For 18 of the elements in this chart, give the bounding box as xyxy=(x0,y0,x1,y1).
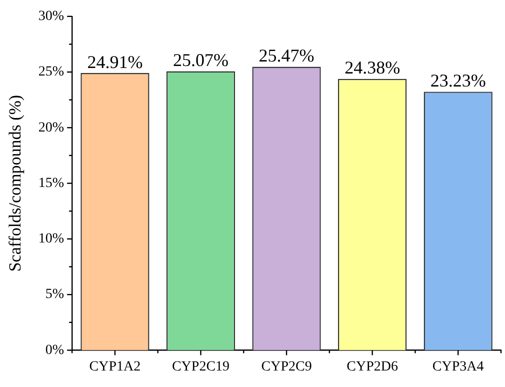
y-tick-label: 0% xyxy=(45,342,64,358)
x-tick-label: CYP2C9 xyxy=(261,359,312,374)
y-tick-label: 5% xyxy=(45,287,64,302)
x-tick-label: CYP2D6 xyxy=(346,359,398,374)
y-tick-label: 30% xyxy=(38,9,64,24)
x-tick-label: CYP2C19 xyxy=(172,359,230,374)
data-label: 25.47% xyxy=(258,46,314,66)
y-tick-label: 10% xyxy=(38,232,64,247)
data-label: 25.07% xyxy=(172,50,228,70)
x-tick-label: CYP1A2 xyxy=(89,359,141,374)
data-label: 23.23% xyxy=(430,70,486,90)
x-tick-label: CYP3A4 xyxy=(432,359,484,374)
data-label: 24.38% xyxy=(344,58,400,78)
y-axis-title: Scaffolds/compounds (%) xyxy=(6,94,25,272)
y-tick-label: 15% xyxy=(38,176,64,191)
y-tick-label: 20% xyxy=(38,120,64,136)
y-tick-label: 25% xyxy=(38,64,64,80)
data-label: 24.91% xyxy=(87,52,143,72)
